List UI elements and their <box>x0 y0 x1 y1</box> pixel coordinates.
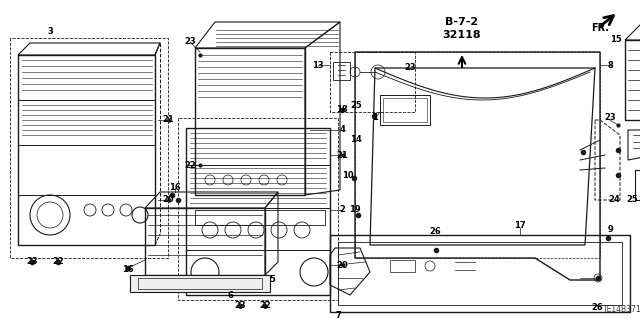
Text: 23: 23 <box>604 114 616 122</box>
Text: 26: 26 <box>591 303 603 313</box>
Text: 22: 22 <box>259 301 271 310</box>
Text: 23: 23 <box>184 38 196 47</box>
Text: 13: 13 <box>312 61 324 70</box>
Text: 1: 1 <box>372 114 378 122</box>
Text: FR.: FR. <box>591 23 609 33</box>
Text: 22: 22 <box>184 160 196 169</box>
Text: 23: 23 <box>404 63 416 72</box>
Text: 21: 21 <box>336 151 348 160</box>
Text: 23: 23 <box>234 301 246 310</box>
Text: 25: 25 <box>626 196 638 204</box>
Text: B-7-2: B-7-2 <box>445 17 479 27</box>
Text: 7: 7 <box>335 311 341 319</box>
Text: 23: 23 <box>26 257 38 266</box>
Text: 18: 18 <box>336 106 348 115</box>
Text: 22: 22 <box>52 257 64 266</box>
Text: 9: 9 <box>607 226 613 234</box>
Text: 15: 15 <box>610 35 622 44</box>
Text: 8: 8 <box>607 61 613 70</box>
Text: 26: 26 <box>429 227 441 236</box>
Text: 21: 21 <box>162 115 174 124</box>
Text: 19: 19 <box>349 205 361 214</box>
Text: 25: 25 <box>350 100 362 109</box>
Text: TE14B3715: TE14B3715 <box>604 306 640 315</box>
Text: 32118: 32118 <box>443 30 481 40</box>
Text: 6: 6 <box>227 292 233 300</box>
Text: 2: 2 <box>339 205 345 214</box>
Text: 3: 3 <box>47 27 53 36</box>
Text: 20: 20 <box>336 261 348 270</box>
Text: 24: 24 <box>608 196 620 204</box>
Text: 5: 5 <box>269 276 275 285</box>
Text: 14: 14 <box>350 136 362 145</box>
Text: 20: 20 <box>162 196 174 204</box>
Text: 4: 4 <box>339 125 345 135</box>
Text: 16: 16 <box>169 183 181 192</box>
Polygon shape <box>130 275 270 292</box>
Text: 17: 17 <box>514 221 526 231</box>
Text: 16: 16 <box>122 265 134 275</box>
Text: 10: 10 <box>342 170 354 180</box>
